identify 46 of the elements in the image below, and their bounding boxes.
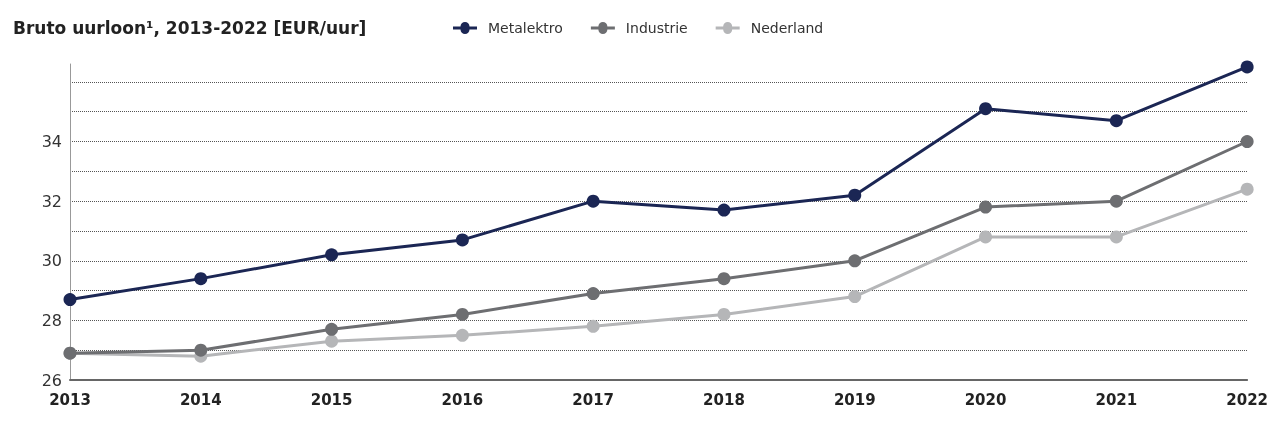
point [1109,114,1123,128]
x-tick-label: 2018 [703,390,745,409]
point [63,293,77,307]
legend-label: Industrie [625,20,688,36]
point [848,290,862,304]
point [455,307,469,321]
point [848,254,862,268]
point [194,272,208,286]
x-tick-label: 2019 [833,390,876,409]
point [1240,182,1254,196]
legend-label: Nederland [750,20,824,36]
chart-title: Bruto uurloon¹, 2013-2022 [EUR/uur] [13,17,367,38]
point [455,328,469,342]
point [194,343,208,357]
point [1109,194,1123,208]
x-tick-label: 2021 [1095,390,1138,409]
y-tick-label: 26 [41,370,62,390]
x-tick-label: 2017 [572,390,615,409]
point [979,230,993,244]
x-tick-label: 2022 [1226,390,1268,409]
point [979,200,993,214]
x-tick-label: 2015 [310,390,353,409]
x-tick-label: 2020 [964,390,1007,409]
legend-label: Metalektro [488,20,563,36]
y-tick-label: 34 [41,132,62,152]
y-tick-label: 28 [41,310,62,330]
point [586,287,600,301]
point [717,307,731,321]
point [325,248,339,262]
y-tick-label: 32 [41,191,62,211]
point [717,203,731,217]
point [325,334,339,348]
point [325,322,339,336]
point [586,319,600,333]
point [717,272,731,286]
point [1240,135,1254,149]
point [586,194,600,208]
x-tick-label: 2013 [49,390,91,409]
point [455,233,469,247]
point [979,102,993,116]
x-tick-label: 2016 [441,390,484,409]
x-tick-label: 2014 [179,390,222,409]
point [1240,60,1254,74]
point [1109,230,1123,244]
y-tick-label: 30 [41,251,62,271]
point [848,188,862,202]
